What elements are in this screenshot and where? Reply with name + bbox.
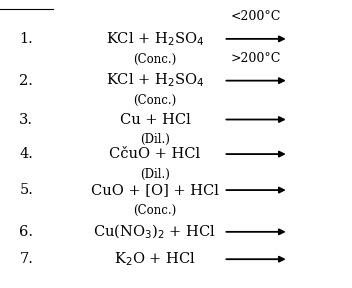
Text: CuO + [O] + HCl: CuO + [O] + HCl (91, 183, 219, 197)
Text: 7.: 7. (19, 252, 33, 266)
Text: <200°C: <200°C (231, 10, 281, 23)
Text: KCl + H$_2$SO$_4$: KCl + H$_2$SO$_4$ (106, 30, 204, 48)
Text: (Conc.): (Conc.) (133, 94, 176, 107)
Text: K$_2$O + HCl: K$_2$O + HCl (114, 250, 196, 268)
Text: Cu(NO$_3$)$_2$ + HCl: Cu(NO$_3$)$_2$ + HCl (94, 223, 216, 241)
Text: (Dil.): (Dil.) (140, 168, 170, 181)
Text: >200°C: >200°C (231, 52, 281, 65)
Text: 5.: 5. (19, 183, 33, 197)
Text: (Conc.): (Conc.) (133, 204, 176, 217)
Text: KCl + H$_2$SO$_4$: KCl + H$_2$SO$_4$ (106, 72, 204, 90)
Text: (Dil.): (Dil.) (140, 133, 170, 146)
Text: 6.: 6. (19, 225, 33, 239)
Text: 4.: 4. (19, 147, 33, 161)
Text: 3.: 3. (19, 113, 33, 126)
Text: Cu + HCl: Cu + HCl (120, 113, 190, 126)
Text: CčuO + HCl: CčuO + HCl (109, 147, 200, 161)
Text: (Conc.): (Conc.) (133, 52, 176, 66)
Text: 1.: 1. (19, 32, 33, 46)
Text: 2.: 2. (19, 74, 33, 88)
